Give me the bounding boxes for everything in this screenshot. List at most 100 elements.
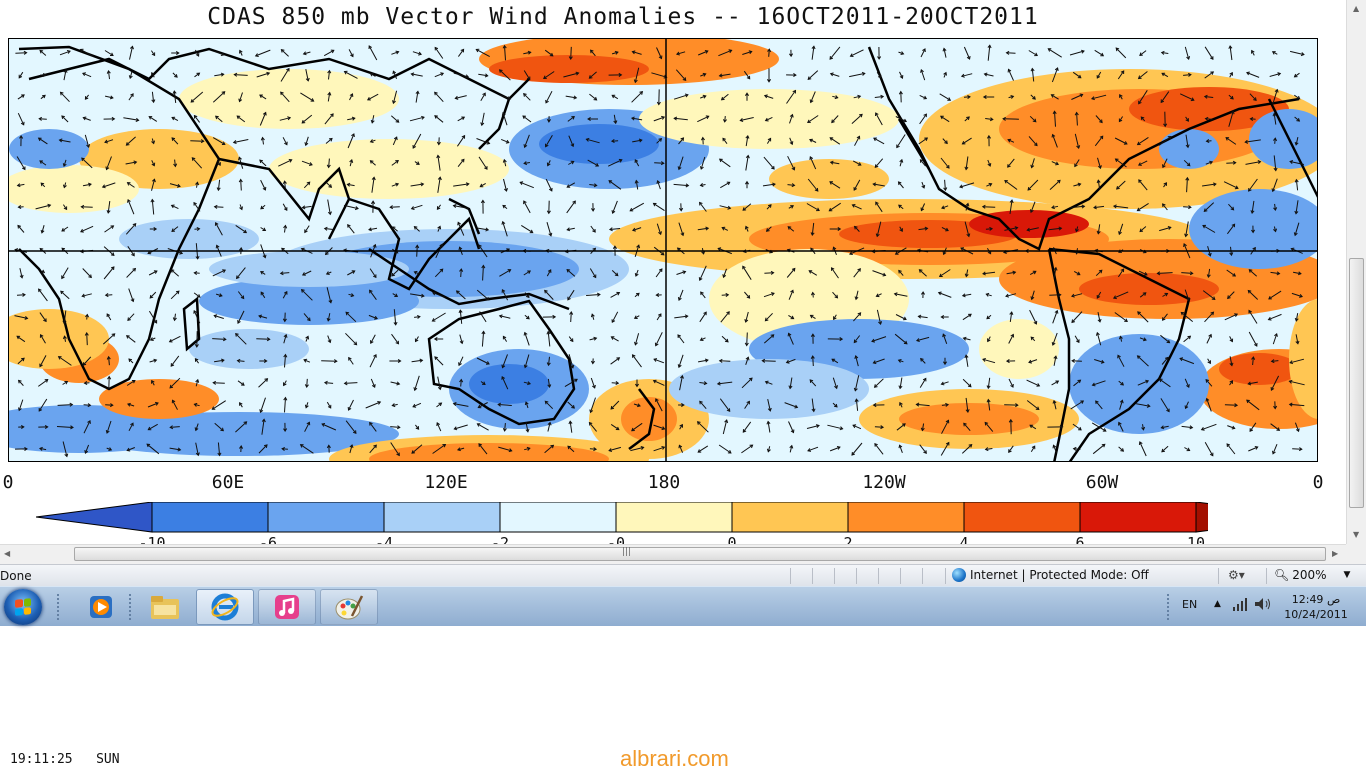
colorbar-cell xyxy=(36,502,152,532)
taskbar: EN ▲ 12:49 ص 10/24/2011 xyxy=(0,586,1366,626)
music-player-icon[interactable] xyxy=(258,589,316,625)
toolbar-grip[interactable] xyxy=(56,593,60,621)
scroll-right-icon[interactable]: ▶ xyxy=(1332,549,1338,558)
wind-anomaly-map xyxy=(8,38,1318,462)
anomaly-patch xyxy=(189,329,309,369)
colorbar-tick-label: 4 xyxy=(959,534,968,544)
colorbar-cell xyxy=(616,502,732,532)
scroll-up-icon[interactable]: ▲ xyxy=(1353,4,1359,13)
lon-label-120w: 120W xyxy=(862,472,905,493)
status-bar: Done Internet | Protected Mode: Off ⚙▾ 🔍… xyxy=(0,564,1366,586)
recording-timestamp: 19:11:25 SUN xyxy=(10,752,120,767)
colorbar-cell xyxy=(384,502,500,532)
show-hidden-icons-icon[interactable]: ▲ xyxy=(1214,599,1221,609)
colorbar-cell xyxy=(268,502,384,532)
clock[interactable]: 12:49 ص 10/24/2011 xyxy=(1276,592,1356,622)
scroll-left-icon[interactable]: ◀ xyxy=(4,549,10,558)
colorbar-cell xyxy=(1080,502,1196,532)
globe-icon xyxy=(952,568,966,582)
vertical-scroll-thumb[interactable] xyxy=(1349,258,1364,508)
clock-time: 12:49 ص xyxy=(1276,592,1356,607)
colorbar-tick-label: 2 xyxy=(843,534,852,544)
colorbar-cell xyxy=(1196,502,1208,532)
anomaly-patch xyxy=(179,69,399,129)
network-icon[interactable] xyxy=(1232,597,1248,614)
lon-label-0-end: 0 xyxy=(1313,472,1324,493)
colorbar-tick-label: -0 xyxy=(607,534,625,544)
windows-logo-icon xyxy=(15,598,31,616)
colorbar-tick-label: -10 xyxy=(138,534,165,544)
lon-label-180: 180 xyxy=(648,472,681,493)
horizontal-scroll-thumb[interactable] xyxy=(74,547,1326,561)
start-button[interactable] xyxy=(4,589,42,625)
wind-vector xyxy=(983,207,995,208)
colorbar-cell xyxy=(732,502,848,532)
wind-vector xyxy=(15,53,26,54)
wind-vector xyxy=(213,383,225,384)
status-separator xyxy=(1266,568,1267,584)
status-text: Done xyxy=(0,569,32,583)
status-separator xyxy=(856,568,857,584)
status-separator xyxy=(812,568,813,584)
status-separator xyxy=(1218,568,1219,584)
volume-icon[interactable] xyxy=(1254,597,1272,614)
language-indicator[interactable]: EN xyxy=(1182,598,1197,611)
protected-mode-icon[interactable]: ⚙▾ xyxy=(1228,568,1245,582)
scroll-grip-icon: ||| xyxy=(622,547,631,557)
wind-vector xyxy=(1225,405,1237,406)
anomaly-patch xyxy=(1069,334,1209,434)
lon-label-120e: 120E xyxy=(424,472,467,493)
security-zone-label: Internet | Protected Mode: Off xyxy=(970,568,1149,582)
browser-viewport: CDAS 850 mb Vector Wind Anomalies -- 16O… xyxy=(0,0,1346,544)
internet-explorer-icon[interactable] xyxy=(196,589,254,625)
wind-vector xyxy=(762,361,775,362)
anomaly-patch xyxy=(269,139,509,199)
zoom-level: 200% xyxy=(1292,568,1326,582)
security-zone[interactable]: Internet | Protected Mode: Off xyxy=(952,568,1149,582)
chevron-down-icon[interactable]: ▼ xyxy=(1344,570,1351,580)
lon-label-60e: 60E xyxy=(212,472,245,493)
lon-label-0: 0 xyxy=(3,472,14,493)
colorbar: -10 -6 -4 -2 -0 0 2 4 6 10 xyxy=(36,502,1208,544)
anomaly-patch xyxy=(469,364,549,404)
scroll-down-icon[interactable]: ▼ xyxy=(1353,530,1359,539)
colorbar-tick-label: 6 xyxy=(1075,534,1084,544)
colorbar-cell xyxy=(848,502,964,532)
toolbar-grip[interactable] xyxy=(128,593,132,621)
anomaly-patch xyxy=(489,55,649,83)
colorbar-cell xyxy=(500,502,616,532)
anomaly-patch xyxy=(769,159,889,199)
file-explorer-icon[interactable] xyxy=(136,589,194,625)
paint-icon[interactable] xyxy=(320,589,378,625)
wind-vector xyxy=(256,339,269,340)
zoom-icon: 🔍︎ xyxy=(1274,568,1289,582)
colorbar-tick-label: 10 xyxy=(1187,534,1205,544)
zoom-control[interactable]: 🔍︎ 200% ▼ xyxy=(1274,568,1350,582)
status-separator xyxy=(945,568,946,584)
colorbar-tick-label: -4 xyxy=(375,534,393,544)
map-canvas xyxy=(9,39,1318,462)
media-player-icon[interactable] xyxy=(72,589,130,625)
scrollbar-corner xyxy=(1346,544,1366,564)
watermark: albrari.com xyxy=(620,746,729,772)
clock-date: 10/24/2011 xyxy=(1276,607,1356,622)
status-separator xyxy=(834,568,835,584)
wind-vector xyxy=(747,333,748,346)
tray-grip[interactable] xyxy=(1166,593,1170,621)
colorbar-tick-label: 0 xyxy=(727,534,736,544)
status-separator xyxy=(878,568,879,584)
status-separator xyxy=(900,568,901,584)
map-title: CDAS 850 mb Vector Wind Anomalies -- 16O… xyxy=(0,4,1246,30)
status-separator xyxy=(790,568,791,584)
colorbar-cell xyxy=(152,502,268,532)
vertical-scrollbar[interactable]: ▲ ▼ xyxy=(1346,0,1366,544)
lon-label-60w: 60W xyxy=(1086,472,1119,493)
timestamp-day: SUN xyxy=(96,752,119,767)
wind-vector xyxy=(87,333,88,345)
timestamp-time: 19:11:25 xyxy=(10,752,73,767)
anomaly-patch xyxy=(979,319,1059,379)
colorbar-tick-label: -6 xyxy=(259,534,277,544)
colorbar-tick-label: -2 xyxy=(491,534,509,544)
horizontal-scrollbar[interactable]: ◀ ||| ▶ xyxy=(0,544,1346,564)
status-separator xyxy=(922,568,923,584)
